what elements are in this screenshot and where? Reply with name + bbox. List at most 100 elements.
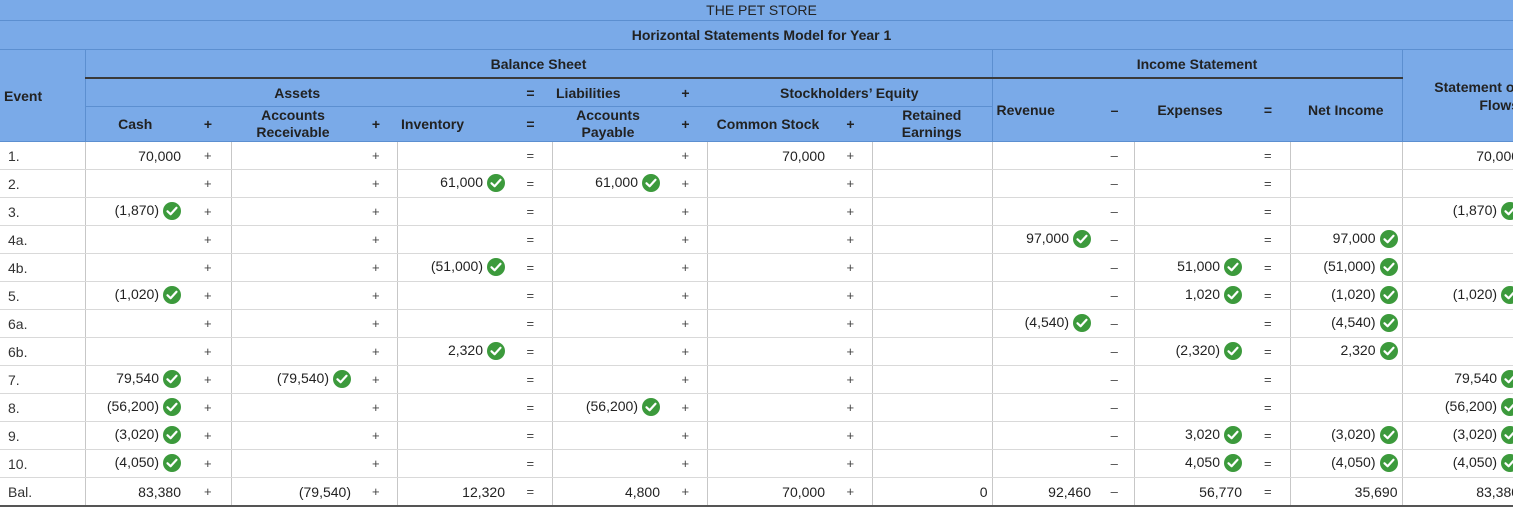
accounts-receivable-cell[interactable] bbox=[230, 169, 355, 198]
retained-earnings-cell[interactable] bbox=[871, 337, 992, 366]
revenue-cell[interactable] bbox=[991, 393, 1095, 422]
expenses-cell[interactable]: 51,000 bbox=[1133, 253, 1246, 282]
retained-earnings-cell[interactable]: 0 bbox=[871, 477, 992, 507]
inventory-cell[interactable]: 61,000 bbox=[396, 169, 509, 198]
net-income-cell[interactable]: (1,020) bbox=[1289, 281, 1402, 310]
cash-flows-cell[interactable] bbox=[1401, 169, 1513, 198]
cash-cell[interactable]: (4,050) bbox=[84, 449, 185, 478]
net-income-cell[interactable]: 35,690 bbox=[1289, 477, 1402, 507]
retained-earnings-cell[interactable] bbox=[871, 365, 992, 394]
cash-flows-cell[interactable] bbox=[1401, 225, 1513, 254]
expenses-cell[interactable]: 1,020 bbox=[1133, 281, 1246, 310]
cash-flows-cell[interactable]: (1,020) bbox=[1401, 281, 1513, 310]
cash-cell[interactable]: (3,020) bbox=[84, 421, 185, 450]
cash-flows-cell[interactable] bbox=[1401, 337, 1513, 366]
cash-flows-cell[interactable]: (1,870) bbox=[1401, 197, 1513, 226]
cash-flows-cell[interactable]: 79,540 bbox=[1401, 365, 1513, 394]
inventory-cell[interactable]: 2,320 bbox=[396, 337, 509, 366]
expenses-cell[interactable] bbox=[1133, 393, 1246, 422]
common-stock-cell[interactable] bbox=[706, 197, 829, 226]
cash-cell[interactable]: 70,000 bbox=[84, 141, 185, 170]
accounts-receivable-cell[interactable] bbox=[230, 393, 355, 422]
accounts-receivable-cell[interactable] bbox=[230, 141, 355, 170]
cash-cell[interactable] bbox=[84, 169, 185, 198]
accounts-payable-cell[interactable] bbox=[551, 197, 664, 226]
accounts-payable-cell[interactable] bbox=[551, 141, 664, 170]
retained-earnings-cell[interactable] bbox=[871, 197, 992, 226]
inventory-cell[interactable]: 12,320 bbox=[396, 477, 509, 507]
accounts-payable-cell[interactable] bbox=[551, 337, 664, 366]
revenue-cell[interactable]: 97,000 bbox=[991, 225, 1095, 254]
cash-flows-cell[interactable] bbox=[1401, 309, 1513, 338]
expenses-cell[interactable] bbox=[1133, 365, 1246, 394]
net-income-cell[interactable]: (51,000) bbox=[1289, 253, 1402, 282]
retained-earnings-cell[interactable] bbox=[871, 421, 992, 450]
retained-earnings-cell[interactable] bbox=[871, 225, 992, 254]
common-stock-cell[interactable] bbox=[706, 225, 829, 254]
accounts-receivable-cell[interactable] bbox=[230, 421, 355, 450]
net-income-cell[interactable]: (3,020) bbox=[1289, 421, 1402, 450]
accounts-receivable-cell[interactable] bbox=[230, 253, 355, 282]
common-stock-cell[interactable] bbox=[706, 281, 829, 310]
accounts-payable-cell[interactable] bbox=[551, 365, 664, 394]
net-income-cell[interactable] bbox=[1289, 393, 1402, 422]
common-stock-cell[interactable] bbox=[706, 393, 829, 422]
cash-cell[interactable]: (1,020) bbox=[84, 281, 185, 310]
retained-earnings-cell[interactable] bbox=[871, 309, 992, 338]
accounts-receivable-cell[interactable] bbox=[230, 197, 355, 226]
common-stock-cell[interactable]: 70,000 bbox=[706, 477, 829, 507]
retained-earnings-cell[interactable] bbox=[871, 169, 992, 198]
cash-flows-cell[interactable]: 83,380 bbox=[1401, 477, 1513, 507]
expenses-cell[interactable] bbox=[1133, 141, 1246, 170]
accounts-payable-cell[interactable] bbox=[551, 421, 664, 450]
accounts-receivable-cell[interactable] bbox=[230, 225, 355, 254]
accounts-receivable-cell[interactable] bbox=[230, 449, 355, 478]
expenses-cell[interactable]: (2,320) bbox=[1133, 337, 1246, 366]
cash-flows-cell[interactable]: (3,020) bbox=[1401, 421, 1513, 450]
inventory-cell[interactable]: (51,000) bbox=[396, 253, 509, 282]
accounts-receivable-cell[interactable]: (79,540) bbox=[230, 365, 355, 394]
accounts-payable-cell[interactable] bbox=[551, 281, 664, 310]
revenue-cell[interactable]: 92,460 bbox=[991, 477, 1095, 507]
common-stock-cell[interactable] bbox=[706, 421, 829, 450]
common-stock-cell[interactable] bbox=[706, 253, 829, 282]
accounts-receivable-cell[interactable]: (79,540) bbox=[230, 477, 355, 507]
revenue-cell[interactable] bbox=[991, 365, 1095, 394]
cash-flows-cell[interactable]: (56,200) bbox=[1401, 393, 1513, 422]
expenses-cell[interactable] bbox=[1133, 197, 1246, 226]
net-income-cell[interactable] bbox=[1289, 141, 1402, 170]
revenue-cell[interactable]: (4,540) bbox=[991, 309, 1095, 338]
inventory-cell[interactable] bbox=[396, 309, 509, 338]
retained-earnings-cell[interactable] bbox=[871, 449, 992, 478]
cash-cell[interactable]: 83,380 bbox=[84, 477, 185, 507]
cash-flows-cell[interactable]: 70,000 bbox=[1401, 141, 1513, 170]
cash-cell[interactable] bbox=[84, 309, 185, 338]
revenue-cell[interactable] bbox=[991, 337, 1095, 366]
inventory-cell[interactable] bbox=[396, 281, 509, 310]
expenses-cell[interactable] bbox=[1133, 309, 1246, 338]
net-income-cell[interactable]: (4,540) bbox=[1289, 309, 1402, 338]
cash-flows-cell[interactable]: (4,050) bbox=[1401, 449, 1513, 478]
cash-cell[interactable]: (56,200) bbox=[84, 393, 185, 422]
revenue-cell[interactable] bbox=[991, 197, 1095, 226]
accounts-receivable-cell[interactable] bbox=[230, 281, 355, 310]
accounts-receivable-cell[interactable] bbox=[230, 337, 355, 366]
inventory-cell[interactable] bbox=[396, 393, 509, 422]
common-stock-cell[interactable] bbox=[706, 337, 829, 366]
net-income-cell[interactable]: (4,050) bbox=[1289, 449, 1402, 478]
revenue-cell[interactable] bbox=[991, 421, 1095, 450]
accounts-payable-cell[interactable]: (56,200) bbox=[551, 393, 664, 422]
retained-earnings-cell[interactable] bbox=[871, 393, 992, 422]
accounts-receivable-cell[interactable] bbox=[230, 309, 355, 338]
cash-cell[interactable] bbox=[84, 225, 185, 254]
expenses-cell[interactable] bbox=[1133, 225, 1246, 254]
cash-cell[interactable]: 79,540 bbox=[84, 365, 185, 394]
expenses-cell[interactable]: 3,020 bbox=[1133, 421, 1246, 450]
net-income-cell[interactable] bbox=[1289, 197, 1402, 226]
retained-earnings-cell[interactable] bbox=[871, 281, 992, 310]
inventory-cell[interactable] bbox=[396, 141, 509, 170]
cash-cell[interactable] bbox=[84, 337, 185, 366]
inventory-cell[interactable] bbox=[396, 421, 509, 450]
cash-cell[interactable]: (1,870) bbox=[84, 197, 185, 226]
cash-cell[interactable] bbox=[84, 253, 185, 282]
